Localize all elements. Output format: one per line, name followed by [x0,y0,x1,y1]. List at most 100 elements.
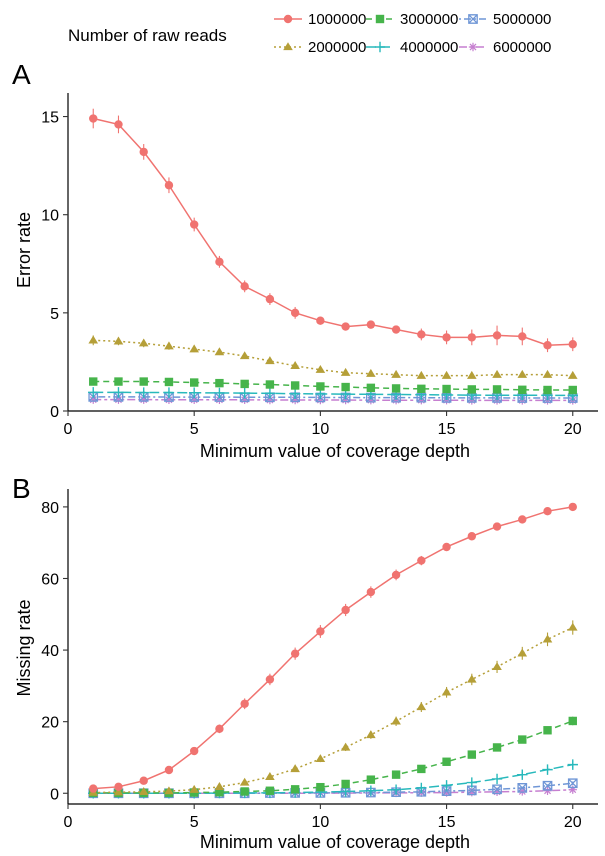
legend-entries: 1000000 2000000 3000000 4000000 5000000 60000… [274,11,551,56]
data-point [88,387,99,398]
data-point [164,765,174,775]
data-point [163,387,175,398]
data-point [290,785,300,794]
data-point [518,385,527,394]
data-point [189,746,199,756]
panel-a: A Error rate Minimum value of coverage d… [12,59,598,461]
y-tick-label: 20 [41,715,59,732]
data-point [113,787,124,796]
legend-key-marker [468,14,478,24]
data-point [365,785,377,796]
data-point [568,502,577,512]
data-point [417,396,426,405]
data-point [113,387,124,398]
x-tick-label: 20 [564,814,582,831]
data-point [164,395,174,405]
data-point [567,622,578,631]
data-point [341,382,350,392]
data-point [139,147,148,157]
y-tick-label: 5 [50,306,59,323]
data-point [189,378,199,387]
data-point [188,387,200,398]
data-point [265,356,275,365]
data-point [518,515,527,524]
data-point [290,361,300,370]
data-point [366,396,376,405]
data-point [467,674,477,683]
data-point [316,782,325,792]
series-3000000 [89,716,577,798]
data-point [340,367,351,376]
data-point [391,369,401,378]
data-point [366,383,376,393]
data-point [417,764,426,774]
series-line [93,339,573,377]
legend-label: 1000000 [308,11,366,28]
series-1000000 [89,502,577,793]
data-point [442,396,451,405]
data-point [568,716,577,726]
data-point [366,775,376,784]
data-point [492,784,502,795]
data-point [139,776,148,785]
data-point [543,506,552,516]
data-point [164,786,174,795]
y-tick-label: 60 [41,571,59,588]
data-point [189,344,199,353]
data-point [114,377,123,386]
data-point [138,387,149,398]
data-point [491,773,503,785]
data-point [543,385,552,395]
data-point [89,377,98,386]
data-point [239,351,250,360]
data-point [290,764,300,773]
data-point [139,395,148,404]
data-point [366,320,376,329]
data-point [568,785,577,794]
x-tick-label: 5 [190,814,199,831]
series-line [93,720,574,794]
legend-item: 4000000 [366,39,458,56]
data-point [215,378,224,388]
legend-label: 4000000 [400,39,458,56]
data-point [240,787,249,796]
x-tick-label: 15 [438,421,456,438]
legend-key-marker [468,42,478,52]
data-point [164,341,174,350]
data-point [391,716,401,725]
data-point [89,395,98,404]
series-1000000 [89,108,577,353]
data-point [542,369,553,378]
data-point [517,769,528,780]
legend-item: 1000000 [274,11,366,28]
data-point [240,699,249,708]
data-point [518,735,527,744]
data-point [568,385,577,395]
data-point [391,770,401,779]
data-point [164,181,174,190]
data-point [441,786,452,796]
x-tick-label: 0 [64,814,73,831]
y-tick-label: 40 [41,643,59,660]
data-point [265,771,275,780]
data-point [568,340,577,349]
data-point [366,587,376,597]
data-point [442,384,451,394]
x-tick-label: 10 [311,814,329,831]
data-point [240,282,249,291]
data-point [492,662,502,671]
data-point [492,385,502,394]
data-point [315,754,326,763]
data-point [543,726,552,735]
data-point [518,332,527,341]
y-axis-title-a: Error rate [14,212,34,288]
data-point [417,556,426,565]
data-point [417,384,426,394]
data-point [89,114,98,123]
data-point [417,330,426,339]
legend-item: 3000000 [366,11,458,28]
data-point [492,522,502,531]
data-point [567,778,578,789]
data-point [189,784,199,793]
data-point [543,341,552,350]
